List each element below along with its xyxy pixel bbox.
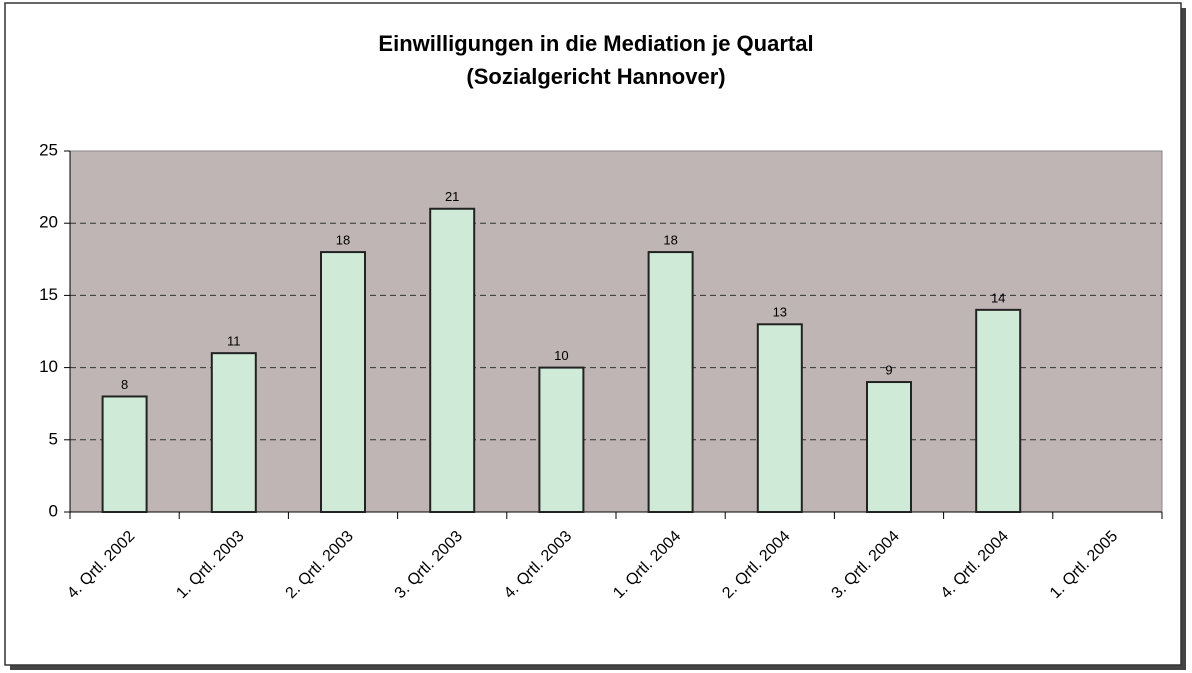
y-tick-label: 20 (39, 213, 58, 232)
data-label: 13 (773, 305, 787, 320)
bar (429, 207, 476, 513)
data-label: 10 (554, 348, 568, 363)
y-tick-label: 10 (39, 357, 58, 376)
data-label: 9 (885, 362, 892, 377)
y-tick-label: 25 (39, 140, 58, 159)
bar (647, 251, 694, 514)
data-label: 18 (663, 233, 677, 248)
data-label: 8 (121, 377, 128, 392)
data-label: 11 (227, 334, 241, 349)
bar (210, 352, 257, 513)
y-tick-label: 15 (39, 285, 58, 304)
data-label: 21 (445, 189, 459, 204)
bar (866, 381, 912, 514)
chart-subtitle: (Sozialgericht Hannover) (466, 64, 725, 89)
bar (320, 251, 366, 514)
chart-title: Einwilligungen in die Mediation je Quart… (378, 31, 813, 56)
bar (101, 395, 148, 514)
data-label: 18 (336, 233, 350, 248)
y-tick-label: 5 (49, 429, 58, 448)
bar (538, 366, 585, 513)
bar (756, 323, 803, 513)
data-label: 14 (991, 290, 1005, 305)
y-tick-label: 0 (49, 501, 58, 520)
bar (975, 308, 1022, 513)
